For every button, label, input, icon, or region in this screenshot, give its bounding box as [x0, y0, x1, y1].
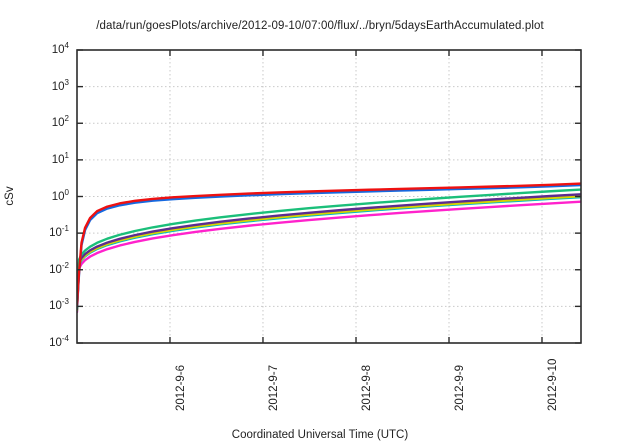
y-tick-label: 101: [51, 151, 69, 166]
y-tick-label: 10-3: [49, 297, 69, 313]
y-tick-label: 102: [51, 114, 69, 130]
x-axis-label: Coordinated Universal Time (UTC): [231, 429, 409, 441]
y-tick-label: 10-4: [49, 334, 69, 349]
y-tick-label: 10-1: [49, 224, 69, 240]
y-tick-label: 104: [51, 41, 69, 56]
page-title: /data/run/goesPlots/archive/2012-09-10/0…: [96, 20, 544, 32]
x-tick-label: 2012-9-6: [174, 364, 187, 411]
x-tick-label: 2012-9-8: [361, 364, 373, 411]
x-tick-label: 2012-9-10: [546, 358, 559, 411]
y-tick-label: 103: [51, 77, 69, 93]
y-tick-label: 100: [51, 187, 69, 203]
x-tick-label: 2012-9-9: [454, 364, 466, 411]
y-tick-label: 10-2: [49, 260, 69, 276]
x-tick-label: 2012-9-7: [267, 364, 280, 411]
